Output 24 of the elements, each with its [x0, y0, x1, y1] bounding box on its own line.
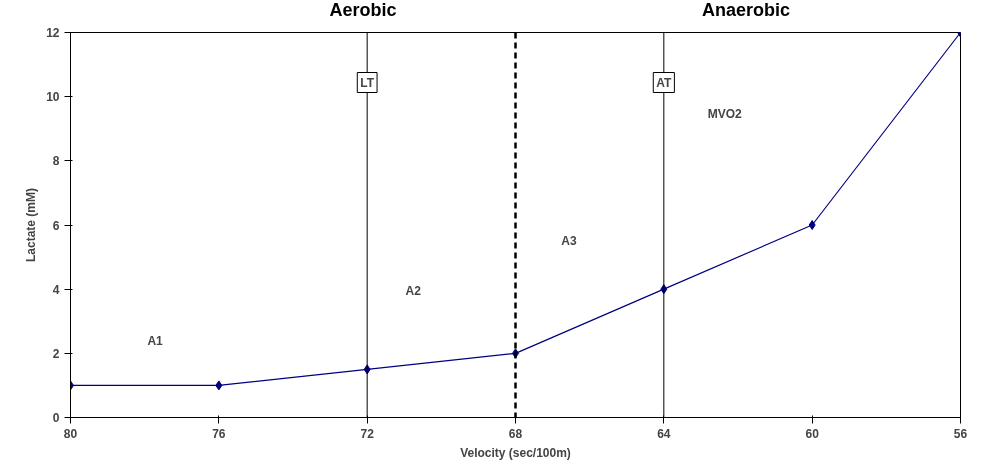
ref-line-label: AT — [656, 75, 673, 90]
x-tick-label: 60 — [805, 426, 820, 441]
text: Anaerobic — [701, 0, 791, 21]
annotation: A2 — [405, 284, 422, 299]
x-tick-label: 68 — [508, 426, 523, 441]
annotation: A1 — [147, 334, 164, 349]
x-tick-label: 64 — [657, 426, 671, 441]
annotation: A3 — [561, 234, 577, 249]
x-tick-label: 56 — [953, 426, 968, 441]
x-axis-title: Velocity (sec/100m) — [460, 445, 571, 460]
x-tick-label: 76 — [212, 426, 226, 441]
x-tick-label: 72 — [360, 426, 375, 441]
annotation: MVO2 — [707, 107, 742, 122]
y-tick-label: 12 — [46, 26, 60, 40]
y-tick-label: 8 — [52, 154, 60, 169]
y-tick-label: 2 — [52, 346, 60, 361]
y-tick-label: 4 — [52, 282, 60, 297]
x-tick-label: 80 — [63, 426, 78, 441]
text: Aerobic — [329, 0, 397, 21]
y-tick-label: 0 — [52, 411, 60, 425]
y-axis-title: Lactate (mM) — [24, 187, 39, 262]
ref-line-label: LT — [360, 75, 375, 90]
y-tick-label: 6 — [52, 218, 60, 233]
y-tick-label: 10 — [46, 90, 60, 105]
